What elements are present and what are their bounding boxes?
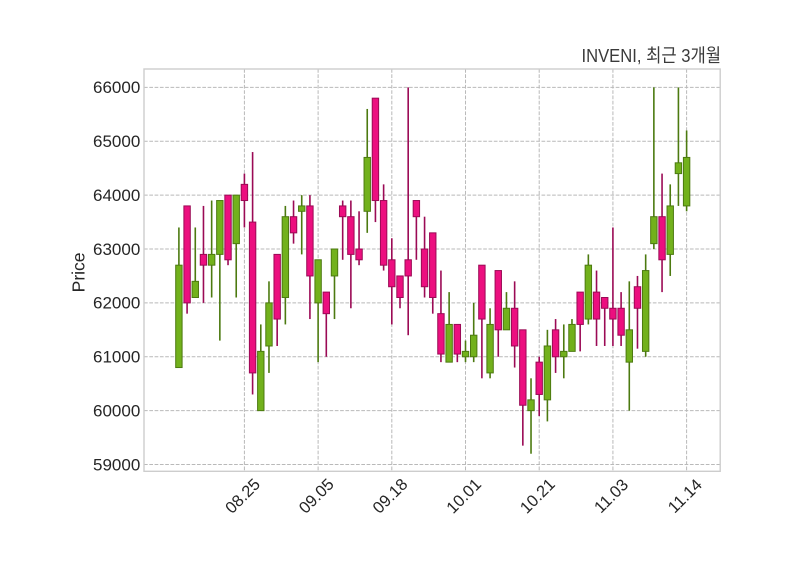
svg-text:61000: 61000 xyxy=(93,348,140,367)
svg-text:INVENI, 최근 3개월: INVENI, 최근 3개월 xyxy=(582,45,722,66)
svg-text:Price: Price xyxy=(68,252,88,292)
svg-text:62000: 62000 xyxy=(93,294,140,313)
svg-text:60000: 60000 xyxy=(93,401,140,420)
svg-text:63000: 63000 xyxy=(93,240,140,259)
svg-text:59000: 59000 xyxy=(93,455,140,474)
svg-text:66000: 66000 xyxy=(93,78,140,97)
svg-text:65000: 65000 xyxy=(93,132,140,151)
svg-text:64000: 64000 xyxy=(93,186,140,205)
